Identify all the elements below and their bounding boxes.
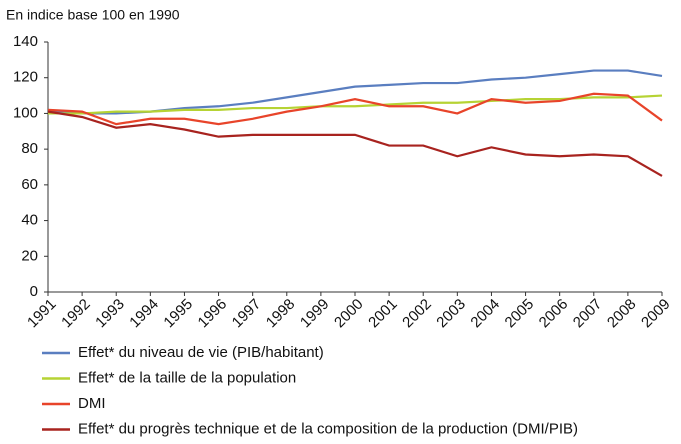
y-tick-label: 20: [21, 247, 38, 264]
legend-label: DMI: [78, 395, 106, 412]
y-tick-label: 100: [13, 104, 38, 121]
legend-label: Effet* du niveau de vie (PIB/habitant): [78, 344, 324, 361]
x-tick-label: 1996: [195, 296, 231, 332]
y-tick-label: 140: [13, 33, 38, 50]
series-line: [47, 92, 663, 126]
x-tick-label: 2003: [433, 296, 469, 332]
x-tick-label: 1997: [229, 296, 265, 332]
x-tick-label: 1992: [58, 296, 94, 332]
legend-label: Effet* de la taille de la population: [78, 369, 296, 386]
x-tick-label: 2005: [502, 296, 538, 332]
y-axis-label: En indice base 100 en 1990: [6, 7, 180, 23]
y-tick-label: 120: [13, 69, 38, 86]
x-tick-label: 2007: [570, 296, 606, 332]
series-line: [48, 94, 663, 115]
x-tick-label: 1995: [160, 296, 196, 332]
x-tick-label: 2009: [638, 296, 674, 332]
x-tick-label: 2001: [365, 296, 401, 332]
x-tick-label: 2006: [536, 296, 572, 332]
y-tick-label: 80: [21, 140, 38, 157]
x-tick-label: 2004: [467, 296, 503, 332]
x-tick-label: 1998: [263, 296, 299, 332]
y-tick-label: 40: [21, 212, 38, 229]
x-tick-label: 1991: [24, 296, 60, 332]
series-line: [47, 110, 663, 177]
x-tick-label: 2008: [604, 296, 640, 332]
y-tick-label: 0: [30, 283, 38, 300]
x-tick-label: 2000: [331, 296, 367, 332]
x-tick-label: 1999: [297, 296, 333, 332]
legend-label: Effet* du progrès technique et de la com…: [78, 420, 578, 437]
y-tick-label: 60: [21, 176, 38, 193]
x-tick-label: 1993: [92, 296, 128, 332]
x-tick-label: 2002: [399, 296, 435, 332]
x-tick-label: 1994: [126, 296, 162, 332]
